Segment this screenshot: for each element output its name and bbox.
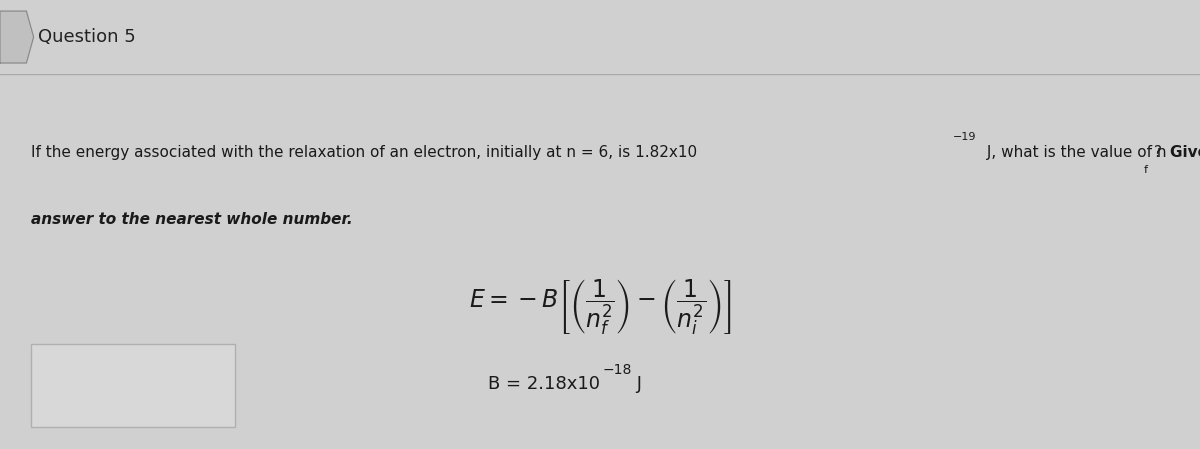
Text: If the energy associated with the relaxation of an electron, initially at n = 6,: If the energy associated with the relaxa… [31, 145, 697, 159]
Text: B = 2.18x10: B = 2.18x10 [488, 375, 600, 393]
Polygon shape [0, 11, 34, 63]
Text: $E = -B\left[\left(\dfrac{1}{n_f^2}\right) - \left(\dfrac{1}{n_i^2}\right)\right: $E = -B\left[\left(\dfrac{1}{n_f^2}\righ… [469, 277, 731, 336]
Text: Question 5: Question 5 [38, 28, 136, 46]
Text: f: f [1144, 165, 1147, 176]
FancyBboxPatch shape [31, 344, 235, 427]
Text: ?: ? [1154, 145, 1168, 159]
Text: −18: −18 [602, 363, 631, 377]
Text: −19: −19 [953, 132, 977, 142]
Text: Give your: Give your [1170, 145, 1200, 159]
Text: J, what is the value of n: J, what is the value of n [982, 145, 1166, 159]
Text: J: J [631, 375, 642, 393]
Text: answer to the nearest whole number.: answer to the nearest whole number. [31, 212, 353, 227]
